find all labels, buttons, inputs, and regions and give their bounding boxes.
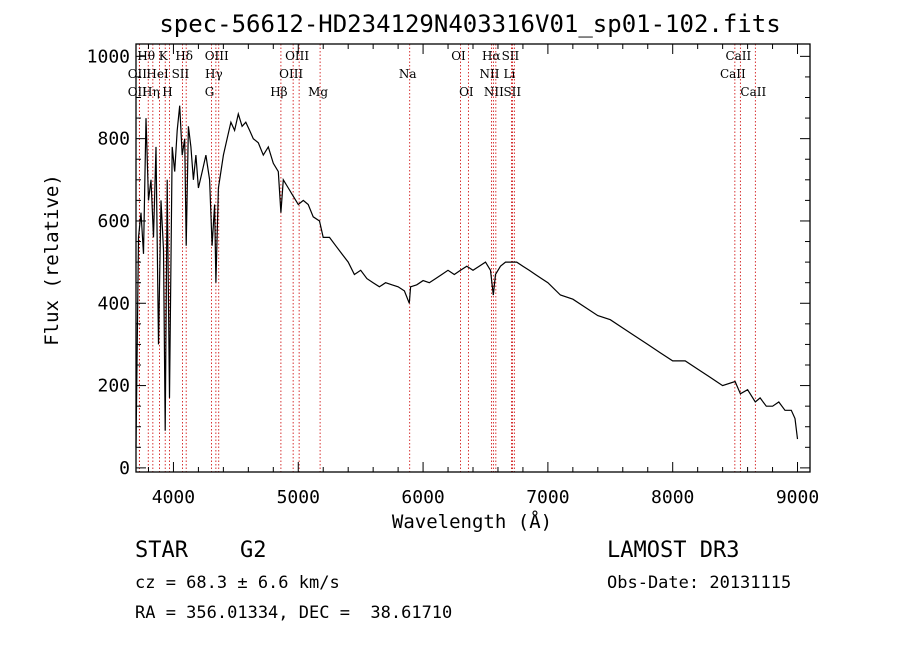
line-id-label: CaII [720, 67, 746, 81]
line-id-label: G [205, 85, 215, 99]
line-id-label: Na [399, 67, 417, 81]
line-id-label: Hγ [205, 67, 223, 81]
line-id-label: Hη [142, 85, 160, 99]
x-tick-label: 7000 [526, 487, 569, 508]
x-tick-label: 8000 [651, 487, 694, 508]
y-axis-label: Flux (relative) [41, 174, 63, 346]
line-id-label: Li [504, 67, 516, 81]
x-tick-label: 5000 [277, 487, 320, 508]
line-id-label: OII [128, 85, 148, 99]
y-tick-label: 600 [97, 211, 130, 232]
line-id-label: NII [479, 67, 499, 81]
line-id-label: OI [451, 49, 466, 63]
subclass-label: G2 [240, 538, 267, 563]
line-id-label: OIII [205, 49, 229, 63]
y-tick-label: 0 [119, 458, 130, 479]
spectrum-line [135, 105, 799, 448]
line-id-label: CaII [740, 85, 766, 99]
survey-label: LAMOST DR3 [607, 538, 740, 563]
y-tick-label: 200 [97, 376, 130, 397]
line-id-label: OII [128, 67, 148, 81]
y-tick-label: 1000 [87, 46, 130, 67]
line-id-label: NII [484, 85, 504, 99]
line-id-label: HeI [146, 67, 169, 81]
y-tick-label: 800 [97, 129, 130, 150]
line-id-label: H [162, 85, 172, 99]
coordinates-label: RA = 356.01334, DEC = 38.61710 [135, 603, 453, 623]
class-label: STAR [135, 538, 188, 563]
line-id-label: SII [503, 85, 521, 99]
line-id-label: OIII [285, 49, 309, 63]
x-axis-ticks: 4000 5000 6000 7000 8000 9000 [147, 44, 819, 508]
obs-date-label: Obs-Date: 20131115 [607, 573, 792, 593]
line-id-label: SII [502, 49, 520, 63]
line-id-label: Mg [308, 85, 328, 99]
line-id-label: Hδ [175, 49, 193, 63]
chart-title: spec-56612-HD234129N403316V01_sp01-102.f… [159, 10, 780, 38]
x-tick-label: 4000 [152, 487, 195, 508]
line-id-label: Hθ [137, 49, 155, 63]
line-id-label: Hα [482, 49, 501, 63]
y-axis-ticks: 0 200 400 600 800 1000 [87, 46, 810, 479]
x-axis-label: Wavelength (Å) [392, 510, 552, 533]
y-tick-label: 400 [97, 293, 130, 314]
redshift-label: cz = 68.3 ± 6.6 km/s [135, 573, 340, 593]
line-id-markers [138, 44, 756, 472]
line-id-label: Hβ [270, 85, 287, 99]
plot-frame [135, 43, 811, 473]
line-id-label: K [159, 49, 169, 63]
line-id-label: SII [172, 67, 190, 81]
x-tick-label: 9000 [776, 487, 819, 508]
line-id-label: OI [459, 85, 474, 99]
x-tick-label: 6000 [401, 487, 444, 508]
line-id-label: CaII [725, 49, 751, 63]
line-id-label: OIII [279, 67, 303, 81]
